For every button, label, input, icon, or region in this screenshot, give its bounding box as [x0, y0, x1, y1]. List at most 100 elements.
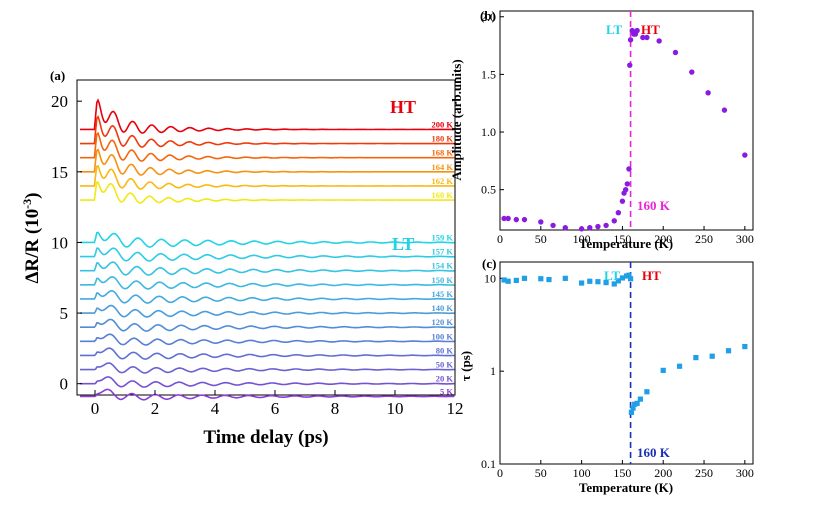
panel-b-label: (b)	[480, 8, 496, 23]
panel-c-label: (c)	[482, 256, 496, 271]
lt-phase-label-b: LT	[606, 22, 622, 37]
panel-b-frame	[499, 10, 754, 231]
panel-b-x-axis-label: Temperature (K)	[579, 236, 673, 251]
data-point	[721, 107, 728, 113]
panel-c-x-axis-label: Temperature (K)	[579, 480, 673, 495]
data-point	[627, 276, 634, 282]
trace-line	[80, 114, 455, 148]
panel-b-ticks: 0 50 100 150 200 250 300 0.5 1.0 1.5 2.0	[481, 10, 754, 246]
x-tick-label: 250	[695, 466, 713, 480]
trace-line	[80, 304, 455, 318]
data-point	[634, 27, 640, 34]
trace-label: 145 K	[432, 289, 454, 299]
data-point	[660, 367, 666, 373]
panel-c-frame	[499, 261, 754, 465]
trace-label: 140 K	[432, 303, 454, 313]
trace-line	[80, 362, 455, 374]
data-point	[611, 218, 617, 224]
data-point	[615, 278, 621, 284]
panel-a-y-axis-label-close: )	[22, 192, 43, 198]
data-point	[628, 409, 634, 415]
trace-label: 162 K	[432, 176, 454, 186]
data-point	[501, 277, 507, 283]
x-tick-label: 100	[573, 232, 591, 246]
x-tick-label: 150	[613, 466, 631, 480]
data-point	[627, 37, 634, 43]
trace-label: 168 K	[432, 148, 454, 158]
trace-line	[80, 131, 455, 162]
ht-phase-label-b: HT	[641, 22, 660, 37]
x-tick-label: 50	[535, 466, 547, 480]
data-point	[626, 166, 632, 172]
trace-line	[80, 231, 455, 248]
data-point	[603, 222, 609, 229]
panel-a-y-axis-label-main: ΔR/R (10	[22, 209, 43, 284]
lt-phase-label-c: LT	[604, 268, 620, 283]
trace-label: 5 K	[440, 386, 453, 396]
trace-label: 20 K	[436, 374, 454, 384]
trace-line	[80, 275, 455, 290]
panel-a-label: (a)	[50, 68, 65, 83]
data-point	[615, 210, 622, 216]
panel-c: (c) 0 50 100 150 200 250 300 0.1 1 10 LT HT 160 K…	[458, 256, 754, 495]
trace-line	[80, 376, 455, 388]
data-point	[538, 219, 544, 225]
x-tick-label: 2	[151, 399, 160, 418]
trace-label: 100 K	[432, 331, 454, 341]
data-point	[644, 389, 650, 395]
panel-a-traces: 200 K 180 K 168 K 164 K 162 K 160 K 159 K 157 K…	[80, 98, 455, 401]
panel-b-points	[501, 11, 748, 232]
trace-label: 50 K	[436, 360, 454, 370]
trace-line	[80, 261, 455, 276]
panel-b-y-axis-label: Amplitude (arb.units)	[449, 59, 464, 180]
data-point	[676, 363, 683, 369]
data-point	[626, 272, 632, 278]
data-point	[578, 226, 585, 232]
data-point	[627, 62, 633, 68]
lt-phase-label-a: LT	[392, 234, 414, 254]
x-tick-label: 300	[736, 466, 754, 480]
trace-label: 80 K	[436, 345, 454, 355]
panel-c-y-axis-label: τ (ps)	[458, 351, 473, 381]
x-tick-label: 0	[497, 466, 503, 480]
data-point	[634, 400, 640, 406]
data-point	[587, 278, 593, 284]
data-point	[538, 276, 544, 282]
y-tick-label: 0.1	[481, 457, 496, 471]
data-point	[562, 275, 568, 281]
data-point	[705, 90, 711, 96]
data-point	[619, 275, 626, 281]
trace-label: 180 K	[432, 134, 454, 144]
y-tick-label: 15	[51, 163, 68, 182]
data-point	[644, 34, 650, 41]
x-tick-label: 300	[736, 232, 754, 246]
data-point	[725, 348, 732, 354]
x-tick-label: 4	[211, 399, 220, 418]
x-tick-label: 12	[447, 399, 464, 418]
trace-line	[80, 347, 455, 360]
data-point	[595, 223, 601, 230]
data-point	[630, 405, 636, 411]
panel-a-y-axis-label-exponent: -3	[20, 199, 34, 209]
trace-line	[80, 164, 455, 190]
x-tick-label: 250	[695, 232, 713, 246]
trace-line	[80, 148, 455, 176]
data-point	[637, 396, 643, 402]
data-point	[603, 279, 609, 286]
trace-label: 200 K	[432, 119, 454, 129]
data-point	[595, 279, 601, 285]
y-tick-label: 10	[484, 271, 496, 285]
data-point	[513, 216, 520, 223]
x-tick-label: 150	[613, 232, 631, 246]
data-point	[521, 275, 528, 281]
trace-line	[80, 181, 455, 204]
data-point	[689, 69, 695, 75]
data-point	[513, 277, 519, 284]
trace-label: 154 K	[432, 261, 454, 271]
x-tick-label: 10	[387, 399, 404, 418]
trace-line	[80, 333, 455, 346]
y-tick-label: 0.5	[481, 183, 496, 197]
data-point	[579, 280, 585, 286]
panel-b: (b) 0 50 100 150 200 250 300 0.5 1.0 1.5 2.0 LT HT…	[449, 8, 754, 251]
y-tick-label: 2.0	[481, 10, 496, 24]
